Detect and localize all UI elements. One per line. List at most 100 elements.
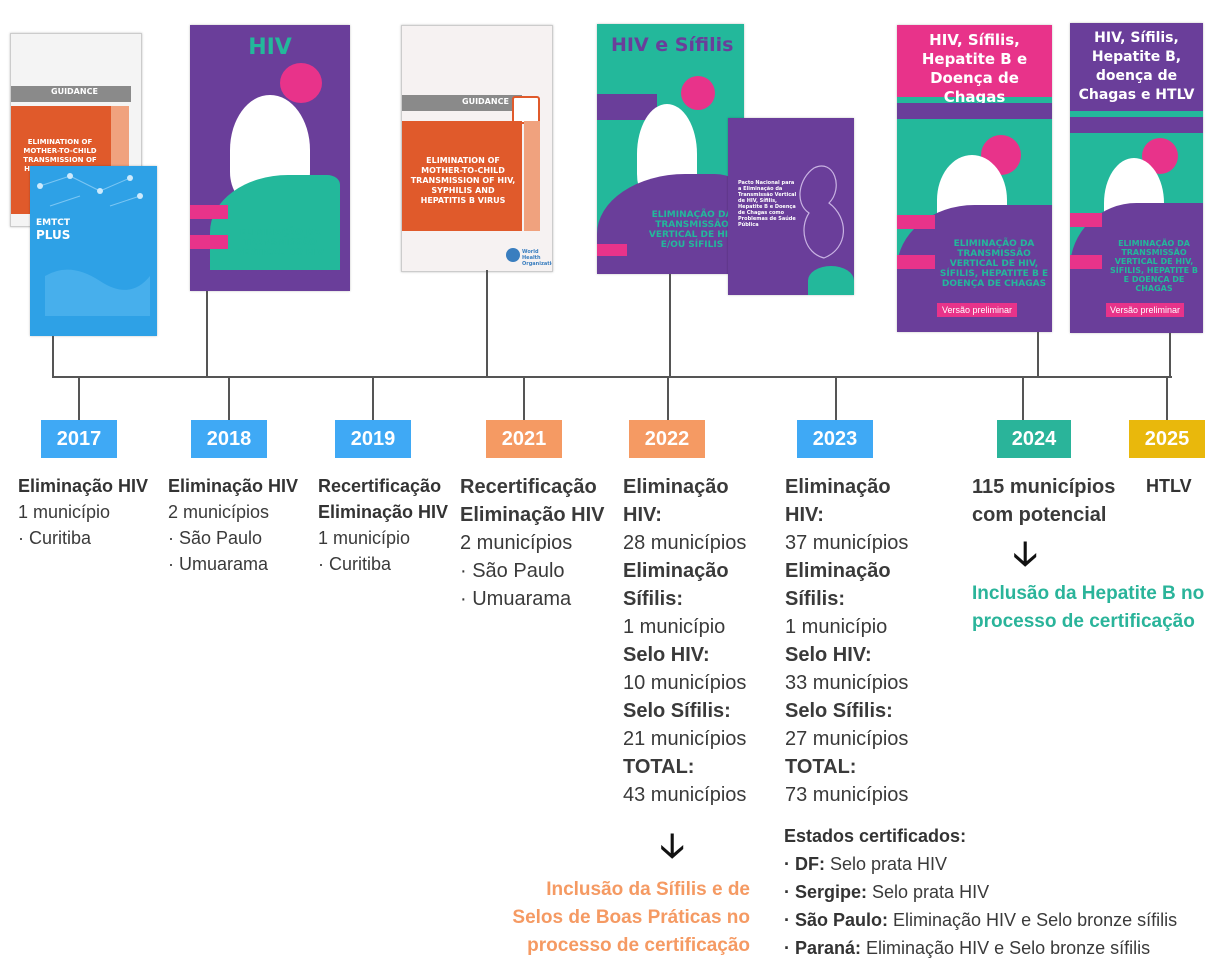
label-2022-selo-hiv: Selo HIV: bbox=[623, 644, 710, 666]
molecule-pattern bbox=[37, 173, 150, 316]
label-2024-2: com potencial bbox=[972, 504, 1107, 526]
text-2021: Recertificação Eliminação HIV 2 municípi… bbox=[460, 473, 610, 613]
label-2021-title2: Eliminação HIV bbox=[460, 504, 605, 526]
label-2022-elim-sif-1: Eliminação bbox=[623, 560, 729, 582]
count-2017: 1 município bbox=[18, 502, 111, 522]
cover-2017-plus-title: PLUS bbox=[36, 228, 71, 242]
label-2023-elim-sif-1: Eliminação bbox=[785, 560, 891, 582]
value-2023-selo-hiv: 33 municípios bbox=[785, 672, 909, 694]
year-badge-2024: 2024 bbox=[997, 420, 1071, 458]
cover-2024-subtitle: ELIMINAÇÃO DA TRANSMISSÃO VERTICAL DE HI… bbox=[939, 239, 1049, 289]
cover-2025-badge: Versão preliminar bbox=[1106, 303, 1184, 317]
connector-cover-2022 bbox=[669, 274, 671, 378]
value-2023-total: 73 municípios bbox=[785, 784, 909, 806]
label-2022-elim-hiv-1: Eliminação bbox=[623, 476, 729, 498]
text-2025: HTLV bbox=[1146, 473, 1216, 499]
text-2022: Eliminação HIV: 28 municípios Eliminação… bbox=[623, 473, 773, 809]
value-2022-selo-sif: 21 municípios bbox=[623, 728, 747, 750]
city-2018-1: · São Paulo bbox=[168, 528, 263, 548]
label-2024-1: 115 municípios bbox=[972, 476, 1116, 498]
cover-2022: HIV e Sífilis ELIMINAÇÃO DA TRANSMISSÃO … bbox=[597, 24, 744, 274]
label-2021-title1: Recertificação bbox=[460, 476, 597, 498]
timeline-axis bbox=[52, 376, 1172, 378]
value-2023-elim-sif: 1 município bbox=[785, 616, 888, 638]
city-2017: · Curitiba bbox=[18, 528, 92, 548]
cover-2023: Pacto Nacional para a Eliminação da Tran… bbox=[728, 118, 854, 295]
label-2023-total: TOTAL: bbox=[785, 756, 857, 778]
label-2017-title: Eliminação HIV bbox=[18, 476, 149, 496]
connector-cover-2024 bbox=[1037, 332, 1039, 378]
value-2022-total: 43 municípios bbox=[623, 784, 747, 806]
pink-hair-shape bbox=[681, 76, 715, 110]
pink-hair-shape bbox=[280, 63, 322, 103]
state-df: · DF: Selo prata HIV bbox=[784, 854, 948, 874]
value-2022-elim-hiv: 28 municípios bbox=[623, 532, 747, 554]
connector-cover-2021 bbox=[486, 270, 488, 378]
label-2023-elim-hiv-1: Eliminação bbox=[785, 476, 891, 498]
text-2019: Recertificação Eliminação HIV 1 municípi… bbox=[318, 473, 458, 577]
year-badge-2019: 2019 bbox=[335, 420, 411, 458]
note-2022-line1: Inclusão da Sífilis e de bbox=[546, 879, 750, 900]
note-2024: Inclusão da Hepatite B no processo de ce… bbox=[972, 580, 1217, 636]
value-2023-selo-sif: 27 municípios bbox=[785, 728, 909, 750]
connector-year-2025 bbox=[1166, 377, 1168, 420]
cover-2024: HIV, Sífilis, Hepatite B e Doença de Cha… bbox=[897, 25, 1052, 332]
who-logo-icon bbox=[506, 248, 520, 262]
connector-year-2018 bbox=[228, 377, 230, 420]
arrow-down-icon: 🡣 bbox=[660, 827, 685, 865]
text-2017: Eliminação HIV 1 município · Curitiba bbox=[18, 473, 168, 551]
count-2021: 2 municípios bbox=[460, 532, 573, 554]
state-parana: · Paraná: Eliminação HIV e Selo bronze s… bbox=[784, 938, 1151, 958]
cover-2017-emtct-title: EMTCT bbox=[36, 218, 70, 228]
note-2024-line2: processo de certificação bbox=[972, 611, 1195, 632]
cover-2024-title: HIV, Sífilis, Hepatite B e Doença de Cha… bbox=[921, 31, 1028, 106]
cover-2018: HIV ELIMINAÇÃO DA TRANSMISSÃO VERTICAL D… bbox=[190, 25, 350, 291]
cover-2021-header: GUIDANCE bbox=[462, 97, 509, 106]
count-2019: 1 município bbox=[318, 528, 411, 548]
year-badge-2021: 2021 bbox=[486, 420, 562, 458]
connector-cover-2018 bbox=[206, 291, 208, 378]
city-2019: · Curitiba bbox=[318, 554, 392, 574]
cover-2022-title: HIV e Sífilis bbox=[611, 34, 734, 56]
connector-cover-2025 bbox=[1169, 333, 1171, 378]
connector-year-2017 bbox=[78, 377, 80, 420]
cover-2024-badge: Versão preliminar bbox=[937, 303, 1017, 317]
label-2022-elim-hiv-2: HIV: bbox=[623, 504, 662, 526]
states-2023: Estados certificados: · DF: Selo prata H… bbox=[784, 822, 1214, 962]
cover-2025: HIV, Sífilis, Hepatite B, doença de Chag… bbox=[1070, 23, 1203, 333]
connector-year-2024 bbox=[1022, 377, 1024, 420]
cover-2025-title: HIV, Sífilis, Hepatite B, doença de Chag… bbox=[1078, 30, 1195, 103]
text-2023: Eliminação HIV: 37 municípios Eliminação… bbox=[785, 473, 945, 809]
connector-year-2022 bbox=[667, 377, 669, 420]
cover-2021-title: ELIMINATION OF MOTHER-TO-CHILD TRANSMISS… bbox=[410, 156, 516, 205]
label-2023-elim-sif-2: Sífilis: bbox=[785, 588, 846, 610]
cover-2018-subtitle: ELIMINAÇÃO DA TRANSMISSÃO VERTICAL DO HI… bbox=[236, 228, 324, 258]
cover-2022-subtitle: ELIMINAÇÃO DA TRANSMISSÃO VERTICAL DE HI… bbox=[648, 210, 736, 250]
cover-2018-title: HIV bbox=[248, 35, 292, 60]
note-2022-line3: processo de certificação bbox=[527, 935, 750, 956]
label-2023-elim-hiv-2: HIV: bbox=[785, 504, 824, 526]
cover-2025-subtitle: ELIMINAÇÃO DA TRANSMISSÃO VERTICAL DE HI… bbox=[1110, 239, 1198, 293]
year-badge-2018: 2018 bbox=[191, 420, 267, 458]
connector-cover-2017 bbox=[52, 336, 54, 378]
city-2021-1: · São Paulo bbox=[460, 560, 565, 582]
value-2022-elim-sif: 1 município bbox=[623, 616, 726, 638]
arrow-down-icon: 🡣 bbox=[1013, 535, 1038, 573]
note-2022-line2: Selos de Boas Práticas no bbox=[512, 907, 750, 928]
year-badge-2025: 2025 bbox=[1129, 420, 1205, 458]
label-2025: HTLV bbox=[1146, 476, 1192, 496]
city-2018-2: · Umuarama bbox=[168, 554, 269, 574]
text-2018: Eliminação HIV 2 municípios · São Paulo … bbox=[168, 473, 318, 577]
label-2022-selo-sif: Selo Sífilis: bbox=[623, 700, 731, 722]
cover-2021-org: World Health Organization bbox=[522, 249, 552, 267]
cover-2021: GUIDANCE ELIMINATION OF MOTHER-TO-CHILD … bbox=[401, 25, 553, 272]
states-title: Estados certificados: bbox=[784, 826, 967, 846]
note-2022: Inclusão da Sífilis e de Selos de Boas P… bbox=[470, 876, 750, 960]
value-2023-elim-hiv: 37 municípios bbox=[785, 532, 909, 554]
count-2018: 2 municípios bbox=[168, 502, 270, 522]
label-2022-elim-sif-2: Sífilis: bbox=[623, 588, 684, 610]
cover-2017-header: GUIDANCE bbox=[51, 87, 98, 96]
state-sergipe: · Sergipe: Selo prata HIV bbox=[784, 882, 990, 902]
value-2022-selo-hiv: 10 municípios bbox=[623, 672, 747, 694]
connector-year-2023 bbox=[835, 377, 837, 420]
